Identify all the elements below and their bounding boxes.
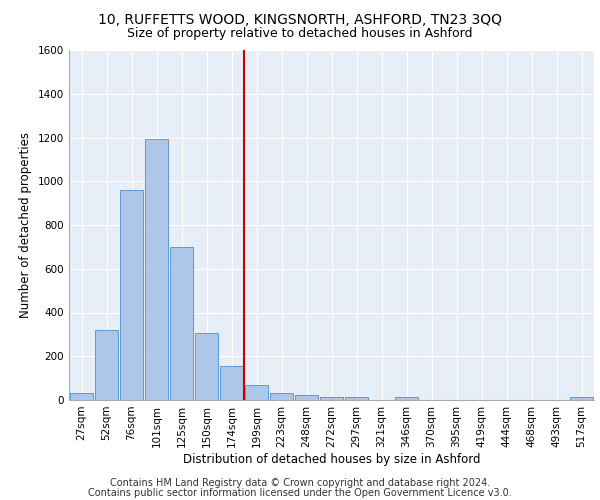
Bar — [295, 395, 319, 400]
Bar — [344, 398, 368, 400]
Bar — [70, 394, 94, 400]
Bar — [95, 330, 118, 400]
Bar — [119, 190, 143, 400]
Text: Contains HM Land Registry data © Crown copyright and database right 2024.: Contains HM Land Registry data © Crown c… — [110, 478, 490, 488]
Bar — [170, 247, 193, 400]
Text: Size of property relative to detached houses in Ashford: Size of property relative to detached ho… — [127, 28, 473, 40]
Bar — [220, 366, 244, 400]
Bar — [245, 384, 268, 400]
Bar — [320, 396, 343, 400]
Text: Contains public sector information licensed under the Open Government Licence v3: Contains public sector information licen… — [88, 488, 512, 498]
Bar — [194, 334, 218, 400]
Bar — [145, 138, 169, 400]
Y-axis label: Number of detached properties: Number of detached properties — [19, 132, 32, 318]
Bar — [269, 394, 293, 400]
Bar — [395, 396, 418, 400]
Text: 10, RUFFETTS WOOD, KINGSNORTH, ASHFORD, TN23 3QQ: 10, RUFFETTS WOOD, KINGSNORTH, ASHFORD, … — [98, 12, 502, 26]
X-axis label: Distribution of detached houses by size in Ashford: Distribution of detached houses by size … — [183, 452, 480, 466]
Bar — [569, 398, 593, 400]
